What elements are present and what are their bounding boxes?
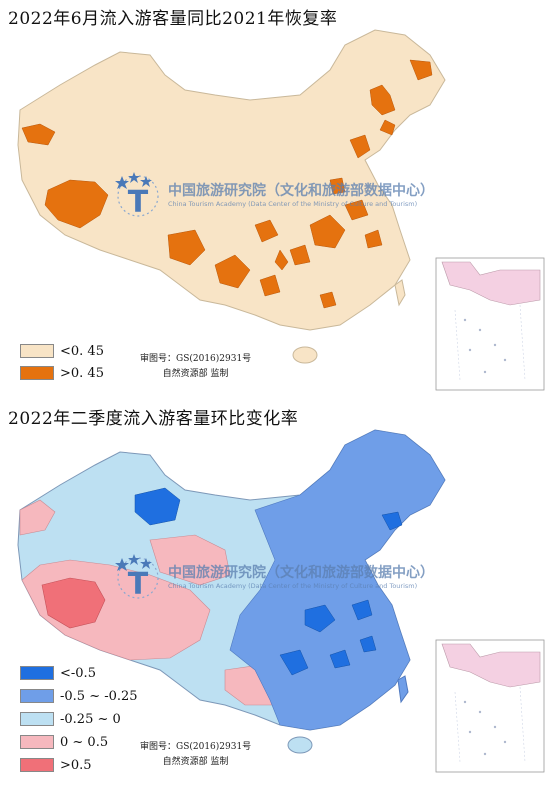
region-high-neimeng [369,84,396,116]
china-outline [17,29,446,331]
legend-item: >0. 45 [20,364,104,382]
region-high-northeast [409,59,433,81]
region-high-hebei [349,134,371,159]
watermark-cn-text: 中国旅游研究院（文化和旅游部数据中心） [168,183,434,199]
legend-label: >0.5 [60,757,92,773]
map-credit: 审图号：GS(2016)2931号 自然资源部 监制 [140,740,251,770]
china-map-recovery-rate [17,29,545,391]
region-south-dark [329,649,351,669]
map-title: 2022年6月流入游客量同比2021年恢复率 [8,9,338,29]
region-high-east [364,229,383,249]
legend-swatch [20,666,54,680]
legend-label: <0. 45 [60,343,104,359]
issuer: 自然资源部 监制 [162,757,229,767]
watermark-en-text: China Tourism Academy (Data Center of th… [168,582,418,590]
region-east-dark [351,599,373,621]
region-northeast-dark [381,511,403,531]
china-map-qoq-change [17,429,545,773]
legend-item: >0.5 [20,756,92,774]
legend-swatch [20,758,54,772]
region-southeast-dark [359,635,377,653]
map-title: 2022年二季度流入游客量环比变化率 [8,409,299,429]
legend-swatch [20,366,54,380]
legend-label: -0.5 ~ -0.25 [60,688,138,704]
legend-label: >0. 45 [60,365,104,381]
region-high-guangxi [259,274,281,297]
region-high-qinghai [274,249,289,271]
legend-item: -0.25 ~ 0 [20,710,121,728]
approval-number: 审图号：GS(2016)2931号 [140,354,252,364]
legend-item: <-0.5 [20,664,96,682]
taiwan-island [397,675,409,704]
legend-swatch [20,689,54,703]
legend-swatch [20,344,54,358]
academy-logo-letter: T [128,567,149,602]
region-high-hunan [289,244,311,266]
hainan-island [292,346,318,364]
watermark-cn-text: 中国旅游研究院（文化和旅游部数据中心） [168,565,434,581]
academy-logo-icon: T [115,172,159,220]
legend-swatch [20,735,54,749]
region-xinjiang-west-pink [19,499,56,536]
region-qinghai-pink [149,534,231,586]
region-central-dark [304,604,336,633]
watermark-en-text: China Tourism Academy (Data Center of th… [168,200,418,208]
legend-swatch [20,712,54,726]
region-high-north [379,119,396,136]
academy-watermark: T 中国旅游研究院（文化和旅游部数据中心） China Tourism Acad… [112,550,434,602]
region-high-hubei [344,199,369,221]
approval-number: 审图号：GS(2016)2931号 [140,742,252,752]
academy-watermark: T 中国旅游研究院（文化和旅游部数据中心） China Tourism Acad… [112,168,434,220]
hainan-island [287,736,313,754]
region-high-fujian [319,291,337,309]
legend-item: <0. 45 [20,342,104,360]
region-high-yunnan [214,254,251,289]
region-high-gansu [254,219,279,243]
legend-label: <-0.5 [60,665,96,681]
region-west-red [41,577,106,629]
taiwan-island [394,279,406,307]
region-high-central [309,214,346,249]
region-sichuan-dark [279,649,309,676]
region-xinjiang-dark [134,487,181,526]
region-high-shanxi [329,177,346,195]
legend-label: 0 ~ 0.5 [60,734,109,750]
recovery-rate-map-panel: 2022年6月流入游客量同比2021年恢复率 [0,0,549,395]
academy-logo-letter: T [128,185,149,220]
region-high-xinjiang [21,123,56,146]
legend-item: 0 ~ 0.5 [20,733,108,751]
legend-item: -0.5 ~ -0.25 [20,687,138,705]
academy-logo-icon: T [115,554,159,602]
issuer: 自然资源部 监制 [162,369,229,379]
legend-label: -0.25 ~ 0 [60,711,121,727]
region-high-west [44,179,109,229]
south-china-sea-inset [435,257,545,391]
map-credit: 审图号：GS(2016)2931号 自然资源部 监制 [140,352,251,382]
qoq-change-map-panel: 2022年二季度流入游客量环比变化率 [0,400,549,794]
south-china-sea-inset [435,639,545,773]
region-high-sichuan [167,229,206,266]
